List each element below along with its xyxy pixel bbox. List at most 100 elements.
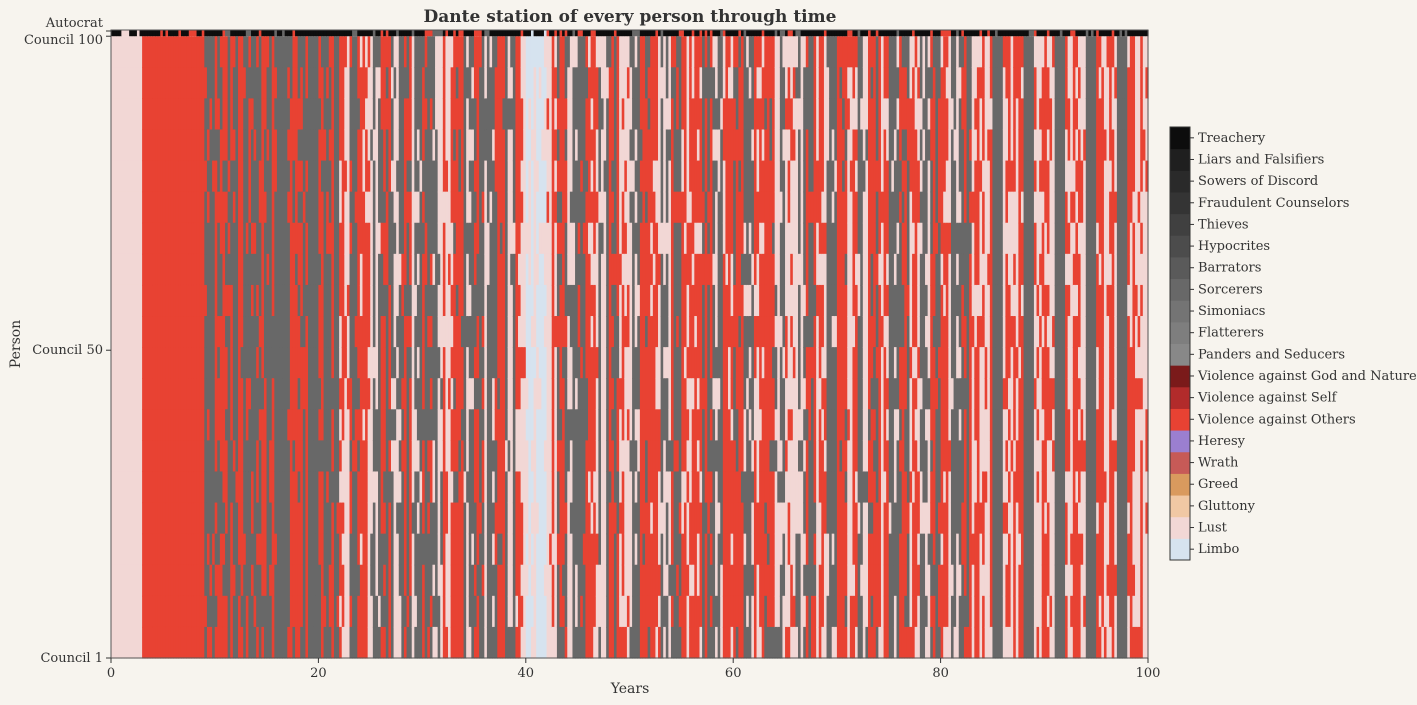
autocrat-cell: [668, 30, 672, 37]
heatmap-cell: [131, 564, 135, 597]
autocrat-cell: [271, 30, 275, 37]
heatmap-cell: [689, 36, 693, 68]
heatmap-cell: [712, 284, 716, 317]
heatmap-cell: [497, 253, 501, 286]
heatmap-cell: [492, 471, 496, 504]
heatmap-cell: [116, 626, 120, 659]
heatmap-cell: [287, 67, 291, 99]
heatmap-cell: [429, 409, 434, 441]
heatmap-cell: [639, 626, 644, 659]
heatmap-cell: [582, 471, 587, 504]
heatmap-cell: [183, 284, 187, 317]
heatmap-cell: [170, 626, 174, 659]
heatmap-cell: [310, 316, 314, 348]
heatmap-cell: [263, 533, 268, 566]
heatmap-cell: [670, 347, 675, 379]
heatmap-cell: [266, 191, 270, 224]
heatmap-cell: [238, 67, 242, 99]
heatmap-cell: [144, 440, 148, 473]
heatmap-cell: [134, 533, 138, 566]
heatmap-cell: [458, 284, 462, 317]
heatmap-cell: [315, 129, 319, 162]
heatmap-cell: [144, 471, 148, 504]
heatmap-cell: [520, 222, 524, 255]
heatmap-cell: [536, 253, 540, 286]
heatmap-cell: [419, 347, 423, 379]
heatmap-cell: [663, 502, 667, 535]
heatmap-cell: [432, 129, 436, 162]
heatmap-cell: [238, 36, 242, 68]
heatmap-cell: [209, 471, 213, 504]
heatmap-cell: [624, 222, 628, 255]
heatmap-cell: [227, 626, 231, 659]
heatmap-cell: [484, 36, 488, 68]
heatmap-cell: [276, 222, 281, 255]
heatmap-cell: [432, 284, 436, 317]
heatmap-cell: [388, 316, 392, 348]
heatmap-cell: [616, 129, 620, 162]
heatmap-cell: [722, 36, 727, 68]
heatmap-cell: [720, 533, 724, 566]
heatmap-cell: [359, 533, 364, 566]
heatmap-cell: [702, 36, 706, 68]
heatmap-cell: [549, 222, 553, 255]
heatmap-cell: [315, 67, 319, 99]
heatmap-cell: [528, 347, 532, 379]
heatmap-cell: [429, 502, 434, 535]
heatmap-cell: [707, 595, 711, 628]
heatmap-cell: [575, 626, 579, 659]
heatmap-cell: [157, 595, 161, 628]
heatmap-cell: [494, 626, 498, 659]
heatmap-cell: [616, 284, 620, 317]
heatmap-cell: [201, 564, 205, 597]
heatmap-cell: [645, 471, 649, 504]
heatmap-cell: [297, 67, 301, 99]
heatmap-cell: [315, 316, 319, 348]
heatmap-cell: [655, 253, 659, 286]
heatmap-cell: [147, 36, 151, 68]
heatmap-cell: [147, 222, 151, 255]
heatmap-cell: [318, 129, 322, 162]
heatmap-cell: [567, 440, 571, 473]
heatmap-cell: [655, 502, 659, 535]
heatmap-cell: [709, 222, 714, 255]
heatmap-cell: [284, 409, 288, 441]
heatmap-cell: [448, 409, 452, 441]
heatmap-cell: [147, 626, 151, 659]
heatmap-cell: [357, 471, 361, 504]
heatmap-cell: [580, 347, 584, 379]
heatmap-cell: [424, 347, 428, 379]
heatmap-cell: [378, 67, 382, 99]
heatmap-cell: [600, 409, 605, 441]
heatmap-cell: [572, 378, 576, 410]
heatmap-cell: [359, 36, 364, 68]
heatmap-cell: [569, 67, 574, 99]
heatmap-cell: [274, 347, 278, 379]
heatmap-cell: [310, 533, 314, 566]
heatmap-cell: [160, 533, 164, 566]
heatmap-cell: [709, 409, 714, 441]
heatmap-cell: [180, 36, 185, 68]
heatmap-cell: [624, 253, 628, 286]
heatmap-cell: [538, 160, 542, 193]
heatmap-cell: [414, 626, 418, 659]
heatmap-cell: [155, 316, 159, 348]
heatmap-cell: [149, 98, 154, 131]
heatmap-cell: [429, 98, 434, 131]
heatmap-cell: [206, 222, 211, 255]
heatmap-cell: [357, 595, 361, 628]
autocrat-cell: [453, 30, 457, 37]
heatmap-cell: [305, 191, 309, 224]
heatmap-cell: [263, 595, 268, 628]
heatmap-cell: [536, 316, 540, 348]
heatmap-cell: [639, 191, 644, 224]
heatmap-cell: [310, 253, 314, 286]
autocrat-cell: [378, 30, 382, 37]
heatmap-cell: [271, 253, 275, 286]
heatmap-cell: [372, 222, 377, 255]
autocrat-cell: [663, 30, 667, 37]
heatmap-cell: [204, 533, 208, 566]
autocrat-cell: [344, 30, 348, 37]
heatmap-cell: [390, 284, 395, 317]
heatmap-cell: [543, 595, 548, 628]
